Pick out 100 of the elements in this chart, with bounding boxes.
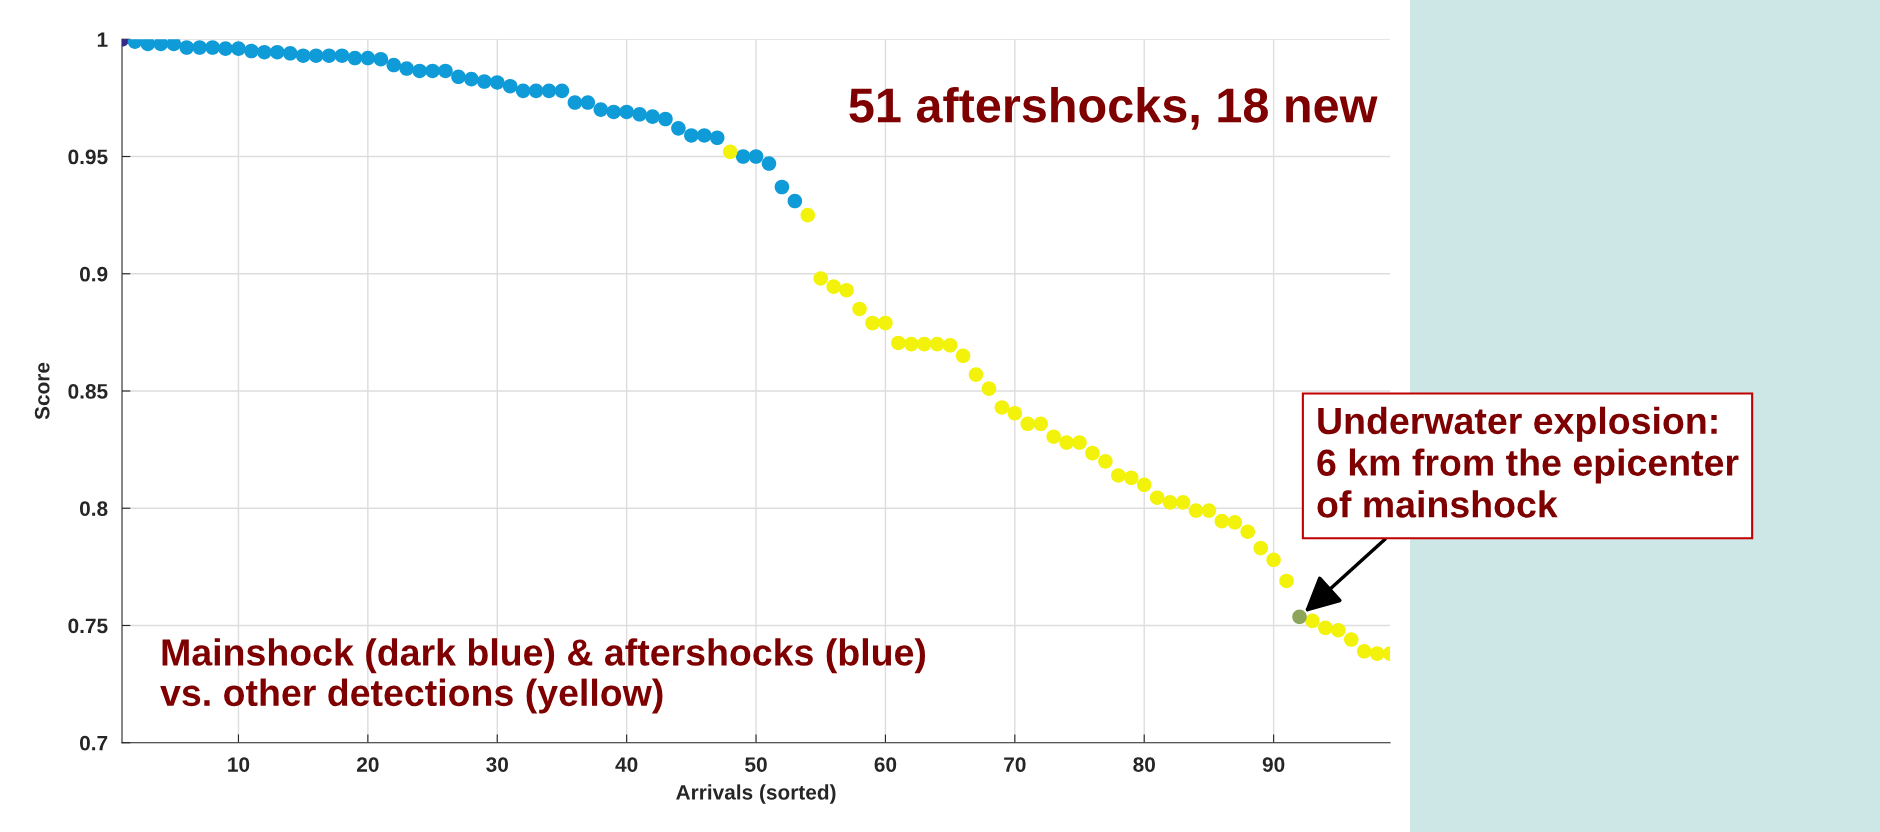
- point: [567, 95, 583, 110]
- point: [270, 44, 285, 60]
- point: [619, 104, 634, 120]
- point: [218, 41, 233, 56]
- point: [1175, 495, 1191, 510]
- point: [904, 336, 919, 352]
- point: [140, 39, 156, 52]
- point: [916, 336, 932, 352]
- point: [1201, 503, 1217, 518]
- point: [1279, 573, 1294, 589]
- point: [852, 301, 867, 317]
- point: [826, 279, 841, 294]
- point: [865, 315, 880, 331]
- point: [722, 144, 738, 160]
- point: [438, 63, 453, 79]
- annotation: Underwater explosion: 6 km from the epicenter of mainshock: [1317, 406, 1739, 518]
- point: [800, 207, 816, 223]
- x-axis-title: Arrivals (sorted): [676, 784, 836, 804]
- annotation: 51 aftershocks, 18 new: [849, 86, 1378, 130]
- point: [593, 102, 609, 117]
- point: [489, 75, 505, 90]
- point: [1188, 503, 1204, 518]
- point: [373, 51, 389, 67]
- point: [839, 282, 854, 298]
- point: [774, 179, 790, 195]
- point: [1253, 540, 1268, 556]
- point: [257, 44, 272, 60]
- point: [878, 315, 893, 331]
- point: [308, 48, 324, 63]
- point: [502, 78, 518, 94]
- point: [1046, 429, 1061, 445]
- point: [1266, 552, 1281, 568]
- point: [1343, 632, 1359, 647]
- point: [347, 50, 363, 66]
- point: [606, 104, 621, 120]
- point: [1292, 609, 1307, 625]
- point: [813, 271, 829, 286]
- point: [321, 48, 337, 63]
- point: [955, 348, 971, 364]
- point: [334, 48, 350, 63]
- point: [968, 367, 984, 382]
- y-tick-label: 0.85: [68, 384, 108, 399]
- point: [1331, 622, 1346, 638]
- point: [645, 109, 660, 124]
- point: [684, 128, 699, 143]
- point: [1111, 468, 1126, 483]
- point: [1227, 515, 1243, 530]
- point: [1124, 470, 1139, 486]
- point: [580, 95, 596, 110]
- point: [735, 149, 751, 164]
- x-tick-label: 40: [615, 757, 638, 772]
- point: [697, 128, 712, 143]
- point: [994, 400, 1010, 415]
- point: [1059, 435, 1074, 450]
- point: [412, 63, 427, 79]
- y-tick-label: 0.75: [68, 618, 108, 634]
- x-tick-label: 20: [357, 757, 379, 772]
- point: [192, 40, 207, 55]
- x-tick-label: 60: [874, 757, 897, 772]
- point: [1214, 513, 1230, 529]
- point: [554, 83, 570, 99]
- y-tick-label: 0.7: [79, 735, 108, 751]
- point: [942, 337, 958, 353]
- point: [929, 336, 945, 352]
- point: [179, 40, 194, 55]
- point: [153, 39, 169, 52]
- point: [399, 61, 414, 76]
- point: [1020, 416, 1036, 432]
- point: [1149, 490, 1165, 505]
- point: [1007, 405, 1023, 421]
- point: [1356, 643, 1372, 659]
- x-tick-label: 80: [1133, 757, 1155, 772]
- point: [748, 149, 764, 164]
- point: [658, 111, 673, 127]
- x-tick-label: 90: [1262, 757, 1285, 772]
- point: [386, 57, 402, 73]
- point: [295, 48, 311, 63]
- point: [671, 121, 686, 136]
- point: [1305, 613, 1320, 629]
- point: [1240, 524, 1256, 539]
- point: [528, 83, 544, 99]
- point: [709, 130, 725, 146]
- y-tick-label: 0.9: [79, 266, 108, 282]
- point: [360, 50, 376, 66]
- x-tick-label: 70: [1004, 757, 1026, 772]
- point: [282, 46, 298, 61]
- point: [1369, 646, 1385, 661]
- point: [1136, 477, 1152, 493]
- x-tick-label: 30: [486, 757, 508, 772]
- annotation: Mainshock (dark blue) & aftershocks (blue) vs. other detections (yellow): [160, 638, 926, 714]
- point: [761, 156, 777, 171]
- point: [981, 381, 997, 396]
- point: [787, 193, 803, 209]
- point: [1318, 620, 1333, 636]
- point: [1098, 454, 1113, 469]
- x-tick-label: 10: [228, 757, 250, 772]
- point: [541, 83, 557, 99]
- point: [451, 69, 466, 85]
- point: [231, 41, 246, 56]
- point: [891, 335, 906, 351]
